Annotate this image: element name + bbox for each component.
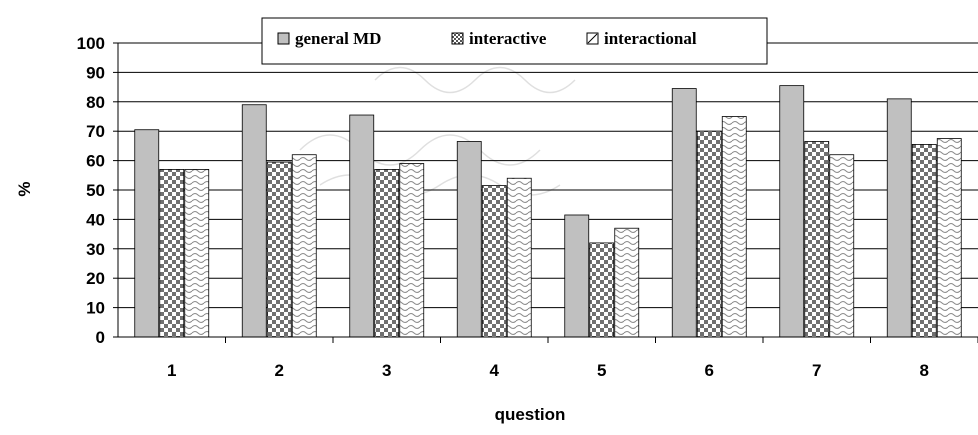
bar-interactive [911, 144, 937, 338]
y-tick-label: 30 [86, 240, 105, 259]
bar-general-md [349, 114, 375, 338]
legend-box [261, 17, 768, 65]
y-axis-title: % [15, 181, 34, 196]
x-tick-label: 5 [597, 361, 606, 380]
x-tick-label: 1 [167, 361, 176, 380]
bar-interactive [159, 169, 185, 338]
x-tick-label: 8 [920, 361, 929, 380]
bar-interactional [399, 163, 425, 338]
bar-interactional [721, 116, 747, 338]
y-tick-label: 90 [86, 63, 105, 82]
bar-interactional [506, 177, 532, 338]
legend-swatch [277, 32, 290, 45]
x-tick-label: 4 [490, 361, 500, 380]
tick-labels: 0 10 20 30 40 50 60 70 80 90 100 1 2 3 4 5 6 7 8 [77, 34, 929, 380]
x-tick-label: 2 [275, 361, 284, 380]
y-tick-label: 50 [86, 181, 105, 200]
legend-label: interactional [604, 29, 697, 48]
x-tick-label: 3 [382, 361, 391, 380]
bar-general-md [779, 85, 805, 338]
y-tick-label: 100 [77, 34, 105, 53]
y-tick-label: 60 [86, 152, 105, 171]
bar-general-md [456, 141, 482, 338]
bar-interactive [804, 141, 830, 338]
y-tick-label: 70 [86, 122, 105, 141]
bar-interactional [936, 138, 962, 338]
bar-general-md [886, 98, 912, 338]
x-axis-title: question [495, 405, 566, 424]
bar-interactional [184, 169, 210, 338]
axes [113, 42, 978, 343]
bar-interactional [829, 154, 855, 338]
bars [134, 85, 962, 338]
legend-label: general MD [295, 29, 381, 48]
bar-interactional [614, 227, 640, 338]
y-tick-label: 0 [96, 328, 105, 347]
bar-interactive [374, 169, 400, 338]
bar-interactional [291, 154, 317, 338]
legend: general MD interactive interactional [261, 17, 768, 65]
bar-interactive [589, 242, 615, 338]
x-tick-label: 7 [812, 361, 821, 380]
bar-general-md [564, 214, 590, 338]
y-tick-label: 80 [86, 93, 105, 112]
legend-swatch-mark [587, 33, 598, 44]
y-tick-label: 10 [86, 299, 105, 318]
bar-general-md [241, 104, 267, 338]
y-tick-label: 40 [86, 210, 105, 229]
bar-general-md [671, 88, 697, 338]
y-tick-label: 20 [86, 269, 105, 288]
bar-interactive [266, 161, 292, 338]
legend-swatch [451, 32, 464, 45]
bar-general-md [134, 129, 160, 338]
legend-label: interactive [469, 29, 547, 48]
bar-interactive [696, 130, 722, 338]
bar-interactive [481, 185, 507, 338]
x-tick-label: 6 [705, 361, 714, 380]
